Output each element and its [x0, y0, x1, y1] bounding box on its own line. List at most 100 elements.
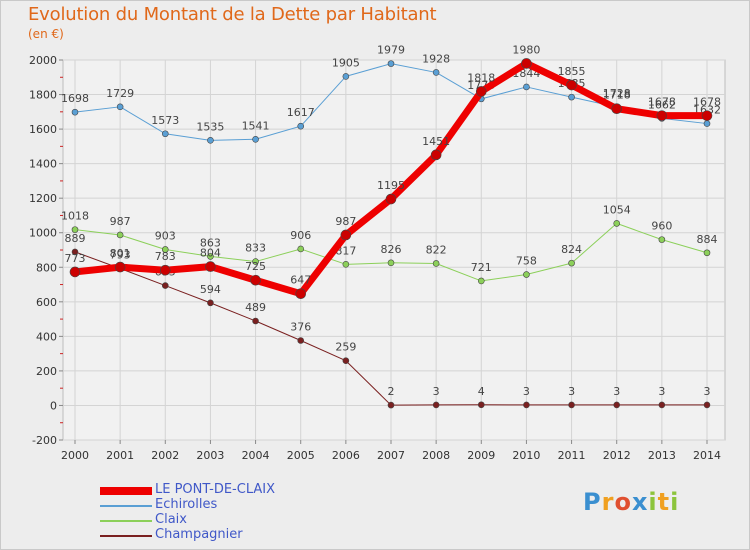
legend-label: LE PONT-DE-CLAIX — [155, 482, 275, 497]
data-label-champagnier: 889 — [65, 232, 86, 245]
data-point-champagnier — [613, 401, 621, 409]
data-label-echirolles: 1928 — [422, 52, 450, 65]
legend-swatch — [100, 535, 152, 537]
data-point-le-pont-de-claix — [295, 288, 307, 300]
data-label-le-pont-de-claix: 1855 — [558, 65, 586, 78]
data-point-claix — [161, 246, 169, 253]
x-tick-label: 2001 — [106, 449, 134, 462]
data-point-le-pont-de-claix — [114, 261, 126, 273]
data-label-claix: 833 — [245, 242, 266, 255]
data-label-echirolles: 1698 — [61, 92, 89, 105]
data-point-claix — [207, 253, 214, 260]
data-label-le-pont-de-claix: 1678 — [693, 96, 721, 109]
data-label-le-pont-de-claix: 1678 — [648, 96, 676, 109]
x-tick-label: 2011 — [558, 449, 586, 462]
y-tick-label: 1400 — [29, 158, 57, 171]
data-point-le-pont-de-claix — [69, 266, 81, 278]
chart-subtitle: (en €) — [28, 27, 64, 41]
data-point-champagnier — [297, 337, 305, 344]
data-point-echirolles — [71, 108, 79, 116]
data-label-champagnier: 3 — [523, 385, 530, 398]
data-point-claix — [613, 220, 621, 227]
data-point-echirolles — [252, 135, 259, 143]
x-tick-label: 2012 — [603, 449, 631, 462]
data-point-echirolles — [116, 103, 124, 111]
data-label-champagnier: 3 — [704, 385, 711, 398]
data-point-le-pont-de-claix — [250, 274, 261, 286]
data-label-claix: 960 — [651, 220, 672, 233]
data-point-echirolles — [568, 93, 575, 101]
data-point-echirolles — [342, 73, 350, 80]
data-point-claix — [252, 258, 259, 265]
y-tick-label: 0 — [50, 399, 57, 412]
data-point-claix — [477, 277, 485, 285]
plot-area — [62, 59, 726, 441]
y-tick-label: 800 — [36, 261, 57, 274]
data-point-le-pont-de-claix — [656, 110, 668, 121]
data-point-echirolles — [161, 130, 169, 138]
data-label-claix: 884 — [697, 233, 718, 246]
data-point-claix — [387, 259, 395, 267]
data-label-le-pont-de-claix: 804 — [200, 247, 221, 260]
data-point-claix — [116, 231, 124, 239]
data-point-echirolles — [432, 69, 440, 76]
data-point-champagnier — [523, 401, 530, 409]
data-point-champagnier — [387, 401, 395, 409]
data-point-le-pont-de-claix — [159, 264, 171, 276]
data-point-echirolles — [297, 122, 305, 130]
data-point-le-pont-de-claix — [475, 86, 487, 97]
data-label-claix: 1018 — [61, 210, 89, 223]
data-label-champagnier: 2 — [388, 385, 395, 398]
data-label-echirolles: 1617 — [287, 106, 315, 119]
data-point-le-pont-de-claix — [521, 58, 532, 69]
data-point-echirolles — [207, 137, 214, 144]
data-label-champagnier: 793 — [110, 248, 131, 261]
data-point-champagnier — [207, 299, 214, 307]
data-point-claix — [342, 261, 350, 268]
legend-label: Echirolles — [155, 497, 218, 512]
data-label-champagnier: 376 — [290, 321, 311, 334]
x-tick-label: 2003 — [196, 449, 224, 462]
x-tick-label: 2007 — [377, 449, 405, 462]
data-label-claix: 906 — [290, 229, 311, 242]
y-tick-label: 1000 — [29, 227, 57, 240]
y-tick-label: 200 — [36, 365, 57, 378]
data-label-claix: 817 — [335, 244, 356, 257]
x-tick-label: 2004 — [242, 449, 270, 462]
data-point-le-pont-de-claix — [701, 110, 713, 121]
data-label-claix: 758 — [516, 255, 537, 268]
data-point-champagnier — [71, 248, 79, 256]
legend-label: Claix — [155, 512, 187, 527]
data-label-claix: 987 — [110, 215, 131, 228]
data-point-claix — [568, 259, 575, 267]
x-tick-label: 2013 — [648, 449, 676, 462]
data-point-le-pont-de-claix — [205, 261, 216, 272]
data-label-le-pont-de-claix: 783 — [155, 250, 176, 263]
data-point-claix — [71, 226, 79, 233]
legend-swatch — [100, 487, 152, 495]
data-point-champagnier — [161, 282, 169, 289]
data-point-champagnier — [703, 401, 711, 409]
chart-title: Evolution du Montant de la Dette par Hab… — [28, 4, 437, 25]
data-label-le-pont-de-claix: 1195 — [377, 179, 405, 192]
data-label-echirolles: 1729 — [106, 87, 134, 100]
x-tick-label: 2000 — [61, 449, 89, 462]
data-label-champagnier: 489 — [245, 301, 266, 314]
data-point-champagnier — [568, 401, 575, 409]
data-label-claix: 822 — [426, 243, 447, 256]
data-label-champagnier: 3 — [568, 385, 575, 398]
data-label-echirolles: 1905 — [332, 56, 360, 69]
data-label-claix: 1054 — [603, 203, 631, 216]
x-tick-label: 2014 — [693, 449, 721, 462]
proxiti-logo[interactable]: Proxiti — [583, 488, 680, 516]
data-label-le-pont-de-claix: 987 — [335, 215, 356, 228]
data-point-champagnier — [432, 401, 440, 409]
legend-swatch — [100, 505, 152, 507]
data-point-le-pont-de-claix — [340, 229, 352, 241]
data-label-champagnier: 594 — [200, 283, 221, 296]
data-point-champagnier — [658, 401, 666, 409]
legend-label: Champagnier — [155, 527, 243, 542]
data-point-claix — [703, 249, 711, 257]
data-label-claix: 863 — [200, 236, 221, 249]
data-label-le-pont-de-claix: 1818 — [467, 71, 495, 84]
